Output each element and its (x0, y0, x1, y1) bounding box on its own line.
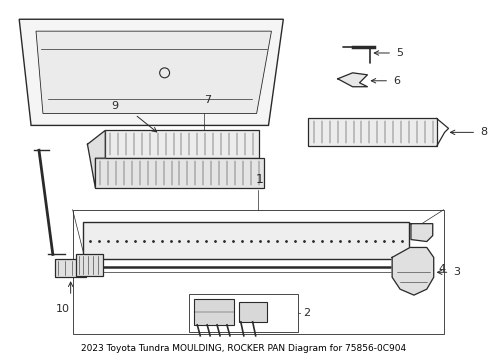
Polygon shape (392, 247, 434, 295)
Bar (55, 260, 86, 277)
Polygon shape (338, 73, 368, 87)
Bar (189, 294, 298, 332)
Text: 8: 8 (480, 127, 488, 138)
Bar (308, 118, 437, 146)
Bar (195, 299, 234, 325)
Bar (105, 130, 259, 158)
Text: 7: 7 (204, 95, 211, 105)
Text: 6: 6 (393, 76, 400, 86)
Bar (73, 210, 443, 334)
Bar (75, 255, 103, 276)
Text: 4: 4 (439, 264, 446, 274)
Text: 2023 Toyota Tundra MOULDING, ROCKER PAN Diagram for 75856-0C904: 2023 Toyota Tundra MOULDING, ROCKER PAN … (81, 344, 406, 353)
Polygon shape (87, 130, 105, 188)
Bar (82, 222, 409, 260)
Bar (96, 158, 264, 188)
Text: 1: 1 (256, 173, 264, 186)
Text: 10: 10 (56, 304, 70, 314)
Text: 3: 3 (453, 267, 461, 277)
Text: 5: 5 (396, 48, 403, 58)
Polygon shape (36, 31, 271, 113)
Text: 2: 2 (303, 308, 310, 318)
Polygon shape (19, 19, 283, 125)
Polygon shape (411, 224, 433, 242)
Text: 9: 9 (112, 100, 119, 111)
Bar (239, 302, 267, 322)
